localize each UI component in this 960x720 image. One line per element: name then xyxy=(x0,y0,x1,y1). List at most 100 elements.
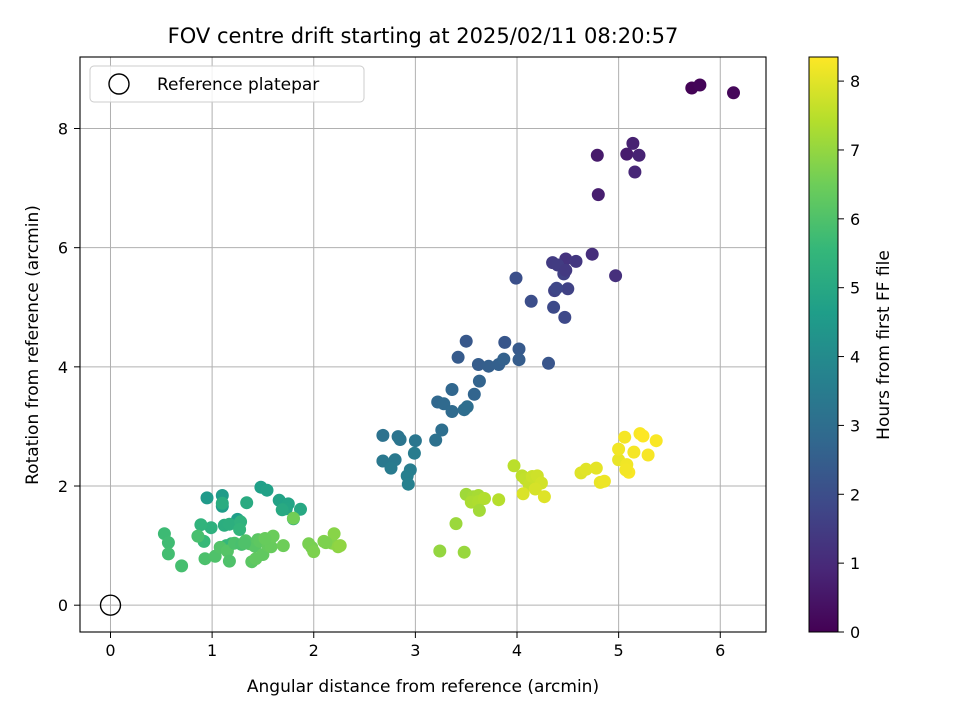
data-point xyxy=(612,442,626,456)
data-point xyxy=(550,281,564,295)
colorbar-tick-label: 1 xyxy=(850,554,860,573)
data-point xyxy=(636,429,650,443)
data-point xyxy=(433,544,447,558)
data-point xyxy=(467,387,481,401)
data-point xyxy=(512,342,526,356)
data-point xyxy=(524,294,538,308)
colorbar-gradient xyxy=(808,56,839,633)
data-point xyxy=(286,511,300,525)
data-point xyxy=(512,353,526,367)
data-point xyxy=(451,350,465,364)
data-point xyxy=(238,536,252,550)
data-point xyxy=(478,492,491,505)
data-point xyxy=(175,559,189,573)
data-point xyxy=(460,400,474,414)
data-point xyxy=(597,474,611,488)
data-point xyxy=(240,496,254,510)
data-point xyxy=(429,433,443,447)
colorbar-tick-label: 0 xyxy=(850,623,860,642)
data-point xyxy=(547,300,561,314)
data-point xyxy=(408,434,422,448)
data-point xyxy=(445,405,459,418)
reference-platepar-marker xyxy=(99,594,122,616)
data-point xyxy=(641,448,655,462)
legend-reference-marker xyxy=(108,73,130,95)
data-point xyxy=(609,269,623,283)
x-axis-ticks: 0 1 2 3 4 5 6 xyxy=(105,632,725,660)
data-point xyxy=(258,532,272,545)
colorbar-tick-label: 5 xyxy=(850,279,860,298)
chart-title: FOV centre drift starting at 2025/02/11 … xyxy=(168,24,679,48)
y-tick-label: 0 xyxy=(58,596,68,615)
data-point xyxy=(449,517,463,531)
data-point xyxy=(542,356,555,370)
data-point xyxy=(401,477,415,491)
colorbar-tick-label: 7 xyxy=(850,141,860,160)
data-point xyxy=(498,335,512,349)
data-point xyxy=(528,482,542,496)
data-point xyxy=(198,552,212,566)
data-point xyxy=(194,518,208,532)
colorbar-tick-label: 3 xyxy=(850,416,860,435)
data-points xyxy=(157,78,740,573)
data-point xyxy=(626,136,640,150)
legend: Reference platepar xyxy=(89,65,365,103)
data-point xyxy=(472,374,486,388)
data-point xyxy=(204,521,218,535)
data-point xyxy=(591,188,605,202)
data-point xyxy=(589,461,603,475)
data-point xyxy=(507,459,521,473)
data-point xyxy=(376,428,390,442)
data-point xyxy=(459,334,473,348)
x-tick-label: 6 xyxy=(715,641,725,660)
colorbar-tick-label: 4 xyxy=(850,348,860,367)
data-point xyxy=(333,539,347,553)
data-point xyxy=(222,554,236,568)
x-tick-label: 2 xyxy=(309,641,319,660)
data-point xyxy=(590,148,604,162)
data-point xyxy=(620,147,634,161)
y-tick-label: 6 xyxy=(58,239,68,258)
colorbar: 0 1 2 3 4 5 6 7 8 Hours from first FF file xyxy=(808,56,894,642)
y-tick-label: 8 xyxy=(58,120,68,139)
x-tick-label: 5 xyxy=(614,641,624,660)
x-axis-label: Angular distance from reference (arcmin) xyxy=(247,677,599,697)
plot-grid xyxy=(80,57,766,632)
data-point xyxy=(632,148,646,162)
data-point xyxy=(472,503,486,517)
data-point xyxy=(628,165,642,179)
legend-frame xyxy=(89,65,365,103)
colorbar-tick-label: 8 xyxy=(850,72,860,91)
data-point xyxy=(276,539,290,553)
data-point xyxy=(200,491,214,505)
colorbar-tick-label: 2 xyxy=(850,485,860,504)
x-tick-label: 1 xyxy=(207,641,217,660)
colorbar-tick-label: 6 xyxy=(850,210,860,229)
data-point xyxy=(307,545,321,559)
data-point xyxy=(393,433,407,446)
y-axis-label: Rotation from reference (arcmin) xyxy=(23,205,43,485)
data-point xyxy=(384,461,398,475)
data-point xyxy=(191,529,205,543)
legend-entry-reference-platepar: Reference platepar xyxy=(157,75,319,95)
x-tick-label: 0 xyxy=(105,641,115,660)
data-point xyxy=(471,358,485,371)
data-point xyxy=(161,536,175,550)
colorbar-label: Hours from first FF file xyxy=(874,250,894,440)
data-point xyxy=(457,545,471,559)
data-point xyxy=(561,282,575,296)
data-point xyxy=(161,547,175,561)
data-point xyxy=(407,446,421,460)
data-point xyxy=(693,78,707,92)
y-axis-ticks: 0 2 4 6 8 xyxy=(58,120,80,615)
y-tick-label: 2 xyxy=(58,477,68,496)
data-point xyxy=(482,359,496,373)
data-point xyxy=(618,430,632,444)
data-point xyxy=(435,423,449,437)
data-point xyxy=(327,527,341,541)
data-point xyxy=(275,503,289,517)
data-point xyxy=(649,434,663,448)
data-point xyxy=(509,271,523,285)
data-point xyxy=(215,496,229,510)
